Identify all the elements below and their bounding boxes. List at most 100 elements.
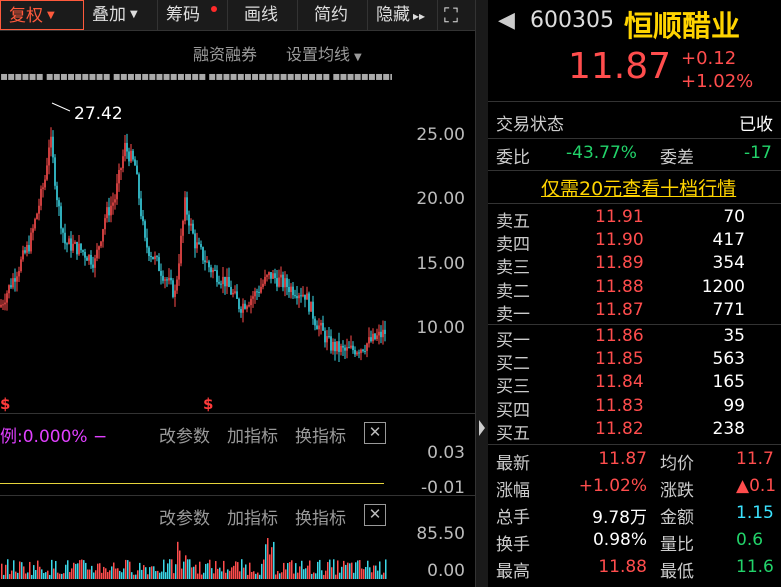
volume-bar (91, 565, 93, 579)
ind2-huanzhibiao-button[interactable]: 换指标 (295, 509, 346, 529)
volume-bar (187, 559, 189, 579)
candle-body (110, 205, 112, 216)
diejia-button[interactable]: 叠加 ▼ (84, 0, 158, 30)
ma-setting-button[interactable]: 设置均线 ▼ (286, 41, 362, 65)
asks-row[interactable]: 卖五 11.91 70 (488, 207, 781, 232)
fuquan-button[interactable]: 复权 ▼ (0, 0, 84, 30)
candle-body (116, 183, 118, 200)
candle-body (366, 343, 368, 351)
asks-row[interactable]: 卖一 11.87 771 (488, 300, 781, 325)
volume-bar (297, 572, 299, 579)
kline-chart-area[interactable]: 融资融券 设置均线 ▼ ▪▪▪▪▪▪ ▪▪▪▪▪▪▪▪▪ ▪▪▪▪▪▪▪▪▪▪▪▪… (0, 31, 475, 587)
volume-bar (277, 571, 279, 579)
volume-bar (289, 562, 291, 579)
stat-value: +1.02% (578, 476, 647, 496)
candle-body (160, 270, 162, 276)
volume-bar (127, 560, 129, 579)
volume-bar (147, 574, 149, 579)
chevron-down-icon: ▼ (130, 9, 138, 20)
candle-body (48, 147, 50, 166)
bids-row[interactable]: 买四 11.83 99 (488, 396, 781, 421)
bids-row[interactable]: 买五 11.82 238 (488, 419, 781, 444)
candle-body (136, 165, 138, 175)
ind2-close-icon[interactable]: ✕ (364, 504, 386, 526)
asks-row[interactable]: 卖三 11.89 354 (488, 253, 781, 278)
candle-body (232, 292, 234, 295)
fullscreen-button[interactable]: ⛶ (438, 0, 475, 30)
volume-bar (97, 563, 99, 579)
candle-body (246, 306, 248, 309)
candle-body (184, 197, 186, 222)
last-price: 11.87 (568, 46, 672, 87)
expand-arrow-icon[interactable] (479, 420, 485, 436)
candle-body (242, 303, 244, 313)
volume-bar (377, 570, 379, 579)
candle-body (52, 136, 54, 158)
dividend-marker-icon[interactable]: $ (0, 395, 11, 413)
asks-price: 11.87 (595, 299, 644, 320)
level10-promo-link[interactable]: 仅需20元查看十档行情 (541, 178, 737, 200)
weibi-row: 委比 -43.77% 委差 -17 (488, 143, 781, 168)
candle-body (328, 336, 330, 338)
ind1-close-icon[interactable]: ✕ (364, 422, 386, 444)
candle-body (74, 241, 76, 244)
ind2-jiazhibiao-button[interactable]: 加指标 (227, 509, 278, 529)
ind1-jiazhibiao-button[interactable]: 加指标 (227, 427, 278, 447)
volume-bar (235, 561, 237, 579)
volume-bar (167, 563, 169, 579)
chouma-button[interactable]: 筹码 (158, 0, 228, 30)
volume-bar (287, 563, 289, 579)
asks-row[interactable]: 卖四 11.90 417 (488, 230, 781, 255)
huaxian-button[interactable]: 画线 (228, 0, 298, 30)
candle-body (226, 277, 228, 287)
volume-bar (195, 564, 197, 579)
candle-body (380, 331, 382, 338)
trade-status-label: 交易状态 (496, 115, 564, 135)
candle-body (192, 223, 194, 234)
candle-body (326, 336, 328, 343)
volume-bar (143, 565, 145, 579)
volume-bar (337, 560, 339, 579)
volume-bar (251, 571, 253, 579)
rzrq-link[interactable]: 融资融券 (193, 45, 258, 64)
volume-bar (145, 567, 147, 579)
candle-body (68, 238, 70, 245)
bids-row[interactable]: 买三 11.84 165 (488, 372, 781, 397)
volume-bar (225, 572, 227, 579)
candle-body (220, 283, 222, 285)
asks-level-label: 卖二 (496, 281, 530, 302)
candle-body (170, 277, 172, 281)
dividend-marker-icon[interactable]: $ (203, 395, 214, 413)
volume-bar (203, 572, 205, 579)
yincang-button[interactable]: 隐藏 ▸▸ (368, 0, 438, 30)
candle-body (316, 325, 318, 330)
candle-body (350, 345, 352, 348)
ind2-axis-top: 85.50 (416, 524, 465, 544)
bids-row[interactable]: 买一 11.86 35 (488, 326, 781, 351)
candle-body (340, 345, 342, 352)
yaxis-tick: 20.00 (416, 189, 465, 209)
stat-label: 最新 (496, 454, 530, 474)
panel-splitter[interactable] (475, 0, 489, 587)
ind2-gaicanshu-button[interactable]: 改参数 (159, 509, 210, 529)
bids-row[interactable]: 买二 11.85 563 (488, 349, 781, 374)
candle-body (12, 278, 14, 288)
bids-price: 11.85 (595, 349, 644, 370)
volume-bar (107, 572, 109, 579)
volume-bar (181, 568, 183, 579)
volume-bar (177, 541, 179, 579)
candle-body (302, 294, 304, 297)
candle-body (92, 264, 94, 268)
candle-body (140, 198, 142, 217)
ind1-huanzhibiao-button[interactable]: 换指标 (295, 427, 346, 447)
volume-bar (83, 560, 85, 579)
candle-body (354, 350, 356, 355)
candle-body (236, 291, 238, 299)
jianyue-button[interactable]: 简约 (298, 0, 368, 30)
notification-dot-icon (211, 6, 217, 12)
candle-body (44, 179, 46, 188)
asks-row[interactable]: 卖二 11.88 1200 (488, 277, 781, 302)
ind1-axis-top: 0.03 (427, 443, 465, 463)
ind1-gaicanshu-button[interactable]: 改参数 (159, 427, 210, 447)
back-arrow-icon[interactable]: ◀ (498, 8, 515, 33)
